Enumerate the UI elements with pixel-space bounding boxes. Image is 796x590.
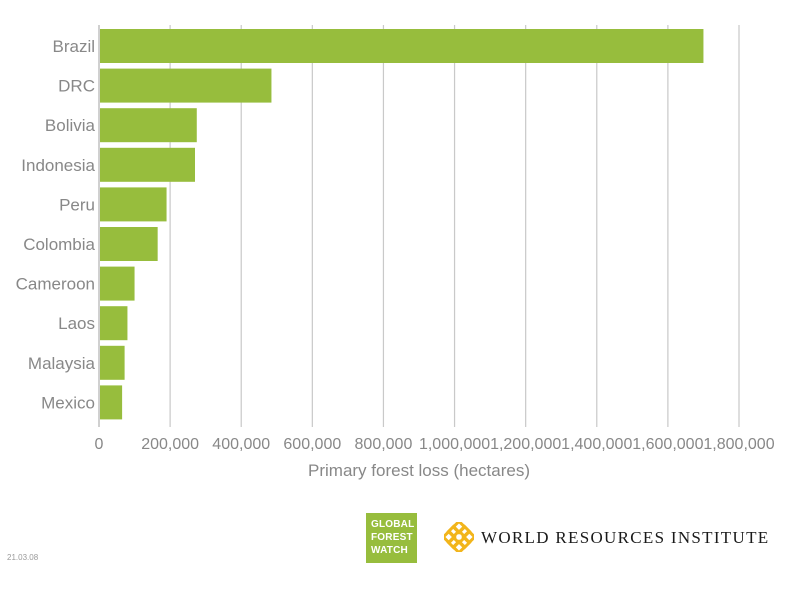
- category-label: Colombia: [23, 235, 95, 254]
- x-tick-labels: 0 200,000 400,000 600,000 800,000 1,000,000 1,…: [95, 436, 775, 453]
- bar: [100, 187, 167, 222]
- bar: [100, 147, 195, 182]
- bar: [100, 385, 123, 420]
- x-axis-title: Primary forest loss (hectares): [308, 461, 530, 480]
- bar: [100, 108, 197, 143]
- x-tick-label: 400,000: [212, 436, 270, 453]
- category-label: DRC: [58, 77, 95, 96]
- category-label: Mexico: [41, 393, 95, 412]
- category-label: Peru: [59, 195, 95, 214]
- x-tick-label: 600,000: [283, 436, 341, 453]
- category-label: Indonesia: [21, 156, 95, 175]
- x-tick-label: 1,800,000: [703, 436, 774, 453]
- gfw-logo-line: WATCH: [371, 545, 408, 556]
- category-label: Bolivia: [45, 116, 96, 135]
- bar: [100, 227, 158, 261]
- bars: [100, 29, 704, 420]
- category-labels: Brazil DRC Bolivia Indonesia Peru Colombia Cam…: [16, 37, 96, 412]
- x-tick-label: 0: [95, 436, 104, 453]
- x-tick-label: 1,600,000: [632, 436, 703, 453]
- bar: [100, 306, 128, 341]
- category-label: Cameroon: [16, 275, 95, 294]
- category-label: Laos: [58, 314, 95, 333]
- bar: [100, 29, 704, 63]
- category-label: Malaysia: [28, 354, 96, 373]
- bar: [100, 345, 125, 380]
- gfw-logo-line: FOREST: [371, 532, 413, 543]
- date-stamp: 21.03.08: [7, 553, 39, 562]
- x-tick-label: 1,200,000: [490, 436, 561, 453]
- bar: [100, 266, 135, 301]
- x-tick-label: 200,000: [141, 436, 199, 453]
- gfw-logo-line: GLOBAL: [371, 519, 415, 530]
- category-label: Brazil: [52, 37, 95, 56]
- bar: [100, 68, 272, 103]
- bar-chart: Brazil DRC Bolivia Indonesia Peru Colombia Cam…: [16, 25, 775, 480]
- wri-lattice-icon: [444, 522, 474, 552]
- gfw-logo: GLOBAL FOREST WATCH: [366, 513, 417, 563]
- x-tick-label: 1,000,000: [419, 436, 490, 453]
- x-tick-label: 800,000: [355, 436, 413, 453]
- wri-name: WORLD RESOURCES INSTITUTE: [481, 528, 770, 547]
- x-tick-label: 1,400,000: [561, 436, 632, 453]
